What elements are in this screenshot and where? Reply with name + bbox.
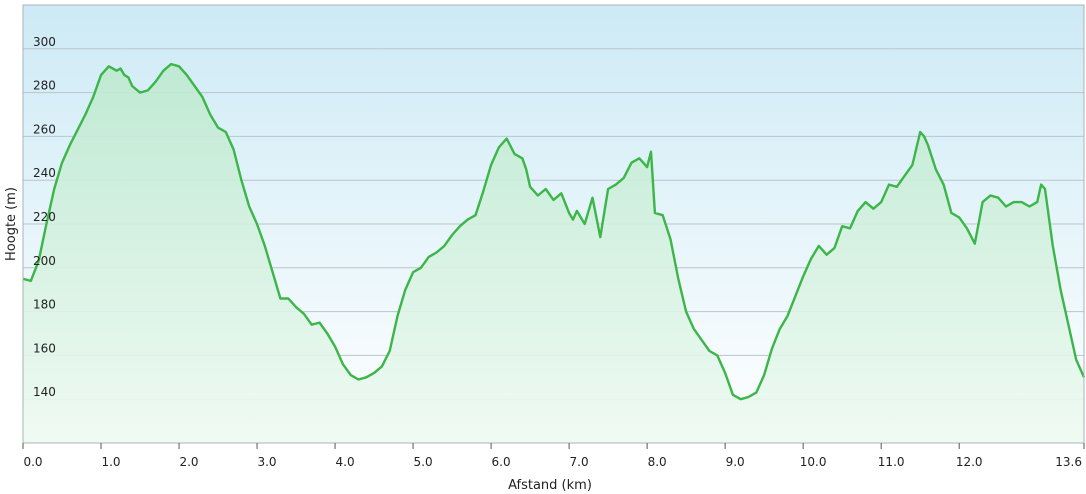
y-tick-label: 300	[33, 35, 56, 49]
x-axis-ticks: 0.0 1.0 2.0 3.0 4.0 5.0 6.0 7.0 8.0 9.0 10.0 11.0 12…	[22, 443, 1085, 469]
x-tick-label: 8.0	[648, 455, 667, 469]
x-tick-label: 13.6	[1055, 455, 1082, 469]
y-tick-label: 240	[33, 166, 56, 180]
x-tick-label: 12.0	[956, 455, 983, 469]
y-axis-ticks: 140 160 180 200 220 240 260 280 300	[33, 35, 56, 399]
x-tick-label: 10.0	[800, 455, 827, 469]
x-tick-label: 3.0	[257, 455, 276, 469]
x-tick-label: 11.0	[878, 455, 905, 469]
y-tick-label: 140	[33, 385, 56, 399]
y-tick-label: 220	[33, 210, 56, 224]
x-tick-label: 5.0	[414, 455, 433, 469]
y-tick-label: 200	[33, 254, 56, 268]
y-axis-title: Hoogte (m)	[4, 187, 19, 261]
elevation-line	[22, 62, 1086, 401]
y-tick-label: 180	[33, 298, 56, 312]
y-tick-label: 160	[33, 341, 56, 355]
x-tick-label: 9.0	[726, 455, 745, 469]
plot-frame	[22, 4, 1085, 444]
x-tick-label: 0.0	[23, 455, 42, 469]
x-tick-label: 4.0	[336, 455, 355, 469]
y-tick-label: 260	[33, 122, 56, 136]
y-tick-label: 280	[33, 79, 56, 93]
elevation-area-fill	[23, 64, 1084, 443]
x-tick-label: 7.0	[570, 455, 589, 469]
x-axis-title: Afstand (km)	[508, 478, 592, 493]
x-tick-label: 2.0	[179, 455, 198, 469]
x-tick-label: 1.0	[101, 455, 120, 469]
x-tick-label: 6.0	[492, 455, 511, 469]
